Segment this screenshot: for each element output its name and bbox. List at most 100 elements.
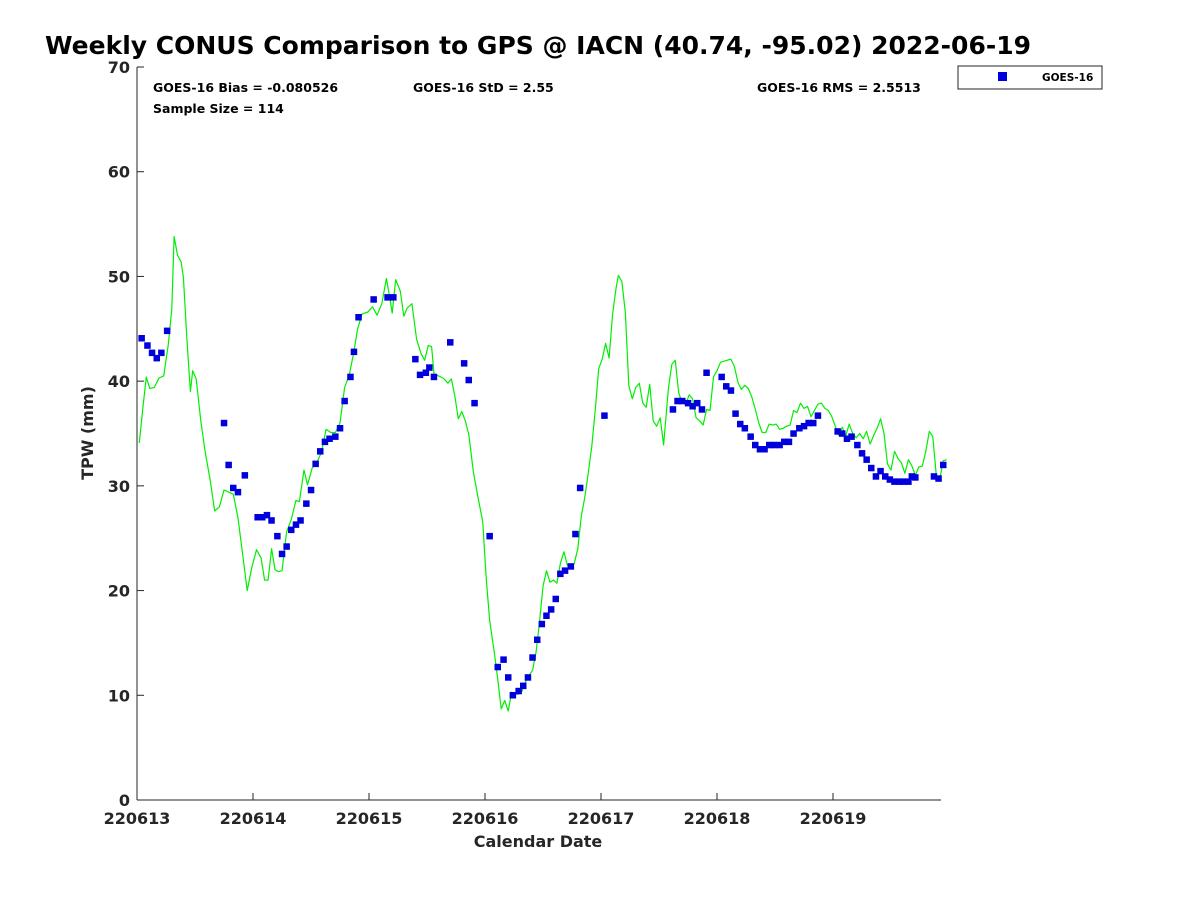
goes-data-point bbox=[426, 364, 433, 371]
goes-data-point bbox=[839, 430, 846, 437]
goes-data-point bbox=[727, 387, 735, 394]
goes-data-point bbox=[254, 514, 261, 521]
goes-data-point bbox=[505, 674, 512, 681]
goes-data-point bbox=[241, 472, 249, 479]
goes-data-point bbox=[307, 486, 315, 494]
y-tick-label: 70 bbox=[108, 58, 130, 77]
goes-data-point bbox=[268, 517, 275, 524]
goes-data-point bbox=[422, 369, 430, 376]
goes-data-point bbox=[834, 428, 841, 435]
goes-data-point bbox=[814, 412, 822, 419]
goes-data-point bbox=[234, 488, 242, 496]
goes-data-point bbox=[908, 473, 916, 480]
goes-data-point bbox=[694, 399, 701, 407]
goes-data-point bbox=[412, 355, 419, 363]
goes-data-point bbox=[529, 654, 536, 661]
goes-data-point bbox=[312, 460, 319, 468]
sample-size-stat: Sample Size = 114 bbox=[153, 101, 284, 116]
goes-data-point bbox=[800, 422, 808, 430]
stats-annotations: GOES-16 Bias = -0.080526 GOES-16 StD = 2… bbox=[153, 80, 921, 116]
goes-data-point bbox=[297, 517, 304, 524]
goes-data-point bbox=[684, 399, 692, 407]
goes-data-point bbox=[225, 461, 232, 469]
goes-data-point bbox=[534, 636, 541, 643]
y-tick-label: 20 bbox=[108, 582, 130, 601]
legend-box bbox=[957, 65, 1103, 90]
x-tick-label: 220618 bbox=[684, 809, 751, 828]
goes-data-point bbox=[465, 376, 472, 384]
x-tick-label: 220619 bbox=[800, 809, 867, 828]
x-tick-label: 220616 bbox=[452, 809, 519, 828]
goes-data-point bbox=[317, 448, 324, 455]
goes-data-point bbox=[877, 467, 884, 475]
x-tick-label: 220614 bbox=[220, 809, 287, 828]
goes-data-point bbox=[486, 532, 493, 540]
goes-data-point bbox=[723, 383, 730, 390]
legend-goes-label: GOES-16 bbox=[1042, 72, 1093, 84]
goes-data-point bbox=[843, 435, 851, 442]
goes-data-point bbox=[886, 476, 894, 483]
goes-data-point bbox=[447, 339, 454, 346]
goes-data-point bbox=[158, 349, 165, 357]
goes-data-point bbox=[292, 521, 300, 528]
goes-data-point bbox=[805, 419, 812, 427]
y-tick-label: 10 bbox=[108, 686, 130, 705]
goes-data-point bbox=[288, 526, 295, 534]
goes-data-point bbox=[321, 438, 329, 446]
goes-data-point bbox=[430, 373, 438, 381]
goes-data-point bbox=[790, 430, 797, 437]
x-tick-label: 220613 bbox=[104, 809, 171, 828]
goes-data-point bbox=[341, 397, 348, 405]
goes-data-point bbox=[524, 674, 532, 681]
goes-data-point bbox=[756, 446, 764, 453]
x-axis-ticks: 220613 220614 220615 220616 220617 220618 2206… bbox=[104, 793, 867, 828]
goes-data-point bbox=[601, 412, 608, 419]
goes-data-point bbox=[669, 406, 677, 413]
goes-data-point bbox=[905, 478, 912, 485]
y-tick-label: 40 bbox=[108, 372, 130, 391]
goes-data-point bbox=[538, 620, 546, 628]
goes-data-point bbox=[557, 570, 564, 578]
goes-data-point bbox=[935, 475, 942, 482]
goes-data-point bbox=[515, 687, 522, 695]
goes-data-point bbox=[547, 606, 555, 613]
bias-stat: GOES-16 Bias = -0.080526 bbox=[153, 80, 338, 95]
goes-data-point bbox=[561, 567, 569, 574]
x-tick-label: 220615 bbox=[336, 809, 403, 828]
goes-data-point bbox=[283, 543, 290, 550]
axes: 0 10 20 30 40 50 60 70 220613 220614 220615 220616… bbox=[104, 58, 941, 828]
std-stat: GOES-16 StD = 2.55 bbox=[413, 80, 554, 95]
goes-data-point bbox=[576, 484, 584, 492]
goes-data-point bbox=[868, 464, 875, 472]
goes-data-point bbox=[785, 438, 793, 446]
goes-data-point bbox=[384, 294, 391, 301]
y-tick-label: 0 bbox=[119, 791, 130, 810]
goes-data-point bbox=[781, 438, 788, 446]
goes-series-layer bbox=[138, 294, 947, 699]
goes-data-point bbox=[863, 456, 870, 463]
goes-data-point bbox=[500, 656, 507, 663]
goes-data-point bbox=[572, 530, 579, 538]
y-axis-ticks: 0 10 20 30 40 50 60 70 bbox=[108, 58, 144, 810]
goes-data-point bbox=[336, 425, 344, 432]
x-axis-label: Calendar Date bbox=[474, 832, 603, 851]
goes-data-point bbox=[390, 294, 397, 301]
legend-goes-marker bbox=[998, 72, 1007, 81]
goes-data-point bbox=[674, 397, 681, 405]
goes-data-point bbox=[737, 420, 744, 428]
goes-data-point bbox=[144, 342, 151, 349]
goes-data-point bbox=[278, 550, 286, 558]
goes-data-point bbox=[741, 425, 749, 432]
legend: GOES-16 bbox=[957, 65, 1103, 90]
goes-data-point bbox=[752, 441, 759, 449]
goes-data-point bbox=[153, 354, 160, 362]
goes-data-point bbox=[770, 441, 778, 449]
y-tick-label: 60 bbox=[108, 163, 130, 182]
goes-data-point bbox=[679, 397, 686, 405]
plot-area bbox=[138, 236, 947, 712]
goes-data-point bbox=[854, 441, 861, 449]
y-tick-label: 30 bbox=[108, 477, 130, 496]
goes-data-point bbox=[703, 369, 710, 376]
goes-data-point bbox=[858, 450, 866, 457]
